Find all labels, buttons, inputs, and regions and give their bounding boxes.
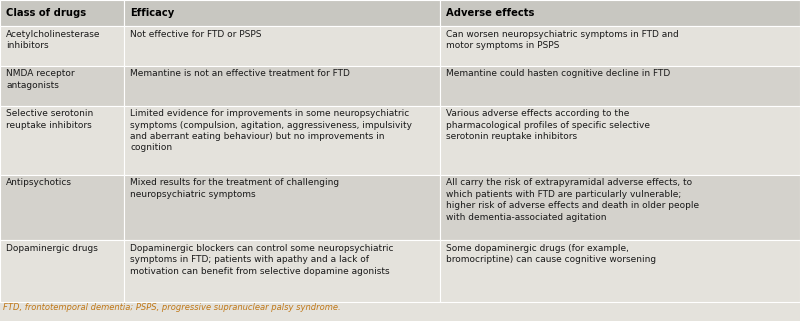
Text: Dopaminergic drugs: Dopaminergic drugs <box>6 244 98 253</box>
Bar <box>124 26 440 66</box>
Bar <box>440 0 800 26</box>
Bar <box>440 66 800 106</box>
Text: Acetylcholinesterase
inhibitors: Acetylcholinesterase inhibitors <box>6 30 101 50</box>
Bar <box>440 240 800 302</box>
Bar <box>0 26 124 66</box>
Bar <box>0 240 124 302</box>
Bar <box>124 106 440 175</box>
Text: Efficacy: Efficacy <box>130 8 174 18</box>
Text: Various adverse effects according to the
pharmacological profiles of specific se: Various adverse effects according to the… <box>446 109 650 141</box>
Bar <box>124 0 440 26</box>
Text: Memantine is not an effective treatment for FTD: Memantine is not an effective treatment … <box>130 69 350 78</box>
Text: Antipsychotics: Antipsychotics <box>6 178 73 187</box>
Text: Can worsen neuropsychiatric symptoms in FTD and
motor symptoms in PSPS: Can worsen neuropsychiatric symptoms in … <box>446 30 679 50</box>
Text: FTD, frontotemporal dementia; PSPS, progressive supranuclear palsy syndrome.: FTD, frontotemporal dementia; PSPS, prog… <box>3 303 341 312</box>
Bar <box>0 0 124 26</box>
Text: Dopaminergic blockers can control some neuropsychiatric
symptoms in FTD; patient: Dopaminergic blockers can control some n… <box>130 244 394 276</box>
Text: Memantine could hasten cognitive decline in FTD: Memantine could hasten cognitive decline… <box>446 69 670 78</box>
Text: All carry the risk of extrapyramidal adverse effects, to
which patients with FTD: All carry the risk of extrapyramidal adv… <box>446 178 699 222</box>
Bar <box>124 175 440 240</box>
Bar <box>124 240 440 302</box>
Bar <box>440 26 800 66</box>
Text: Some dopaminergic drugs (for example,
bromocriptine) can cause cognitive worseni: Some dopaminergic drugs (for example, br… <box>446 244 657 264</box>
Bar <box>124 66 440 106</box>
Bar <box>0 175 124 240</box>
Text: Not effective for FTD or PSPS: Not effective for FTD or PSPS <box>130 30 262 39</box>
Text: NMDA receptor
antagonists: NMDA receptor antagonists <box>6 69 75 90</box>
Text: Limited evidence for improvements in some neuropsychiatric
symptoms (compulsion,: Limited evidence for improvements in som… <box>130 109 413 152</box>
Text: Selective serotonin
reuptake inhibitors: Selective serotonin reuptake inhibitors <box>6 109 94 130</box>
Text: Mixed results for the treatment of challenging
neuropsychiatric symptoms: Mixed results for the treatment of chall… <box>130 178 339 199</box>
Text: Adverse effects: Adverse effects <box>446 8 534 18</box>
Bar <box>440 106 800 175</box>
Bar <box>0 106 124 175</box>
Bar <box>0 66 124 106</box>
Bar <box>440 175 800 240</box>
Text: Class of drugs: Class of drugs <box>6 8 86 18</box>
